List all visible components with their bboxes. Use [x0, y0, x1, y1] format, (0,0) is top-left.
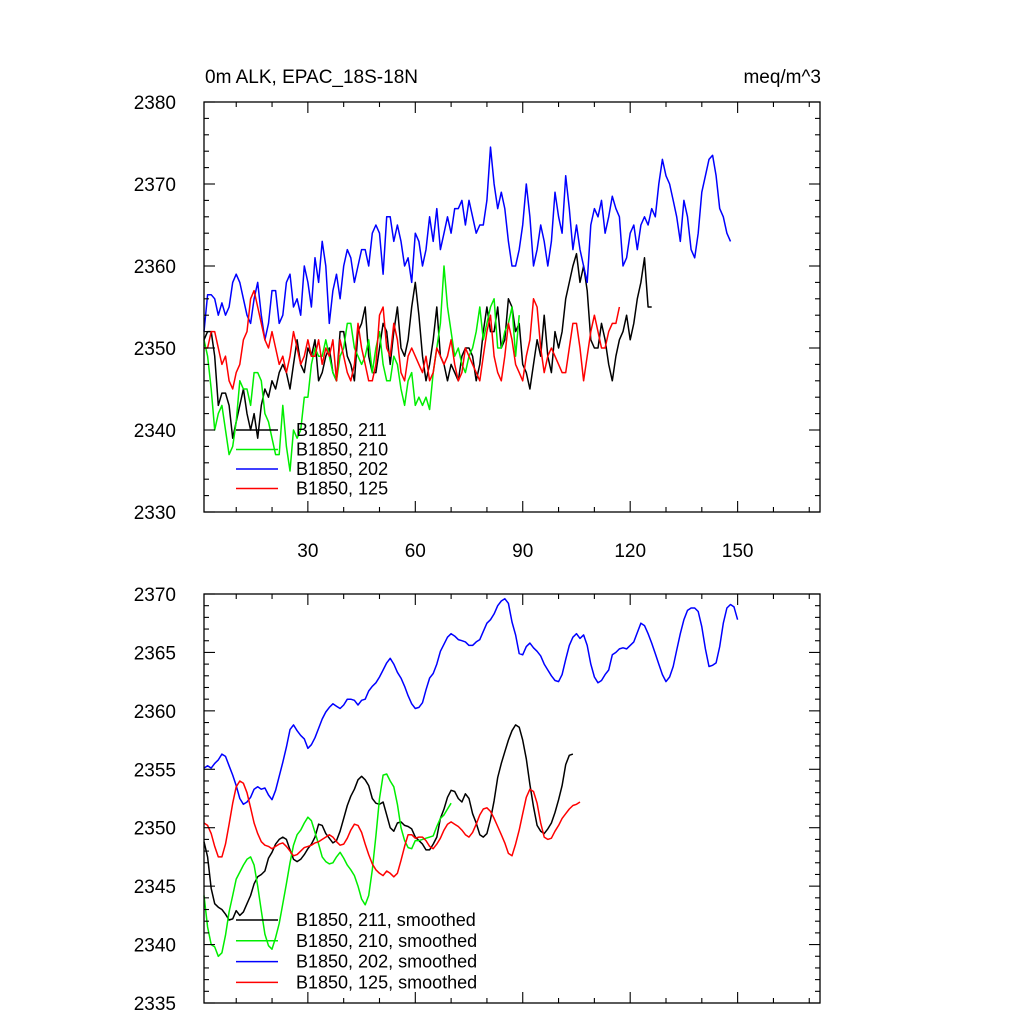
top-series-line-2 [203, 265, 520, 472]
top-chart-title: 0m ALK, EPAC_18S-18N [205, 67, 418, 88]
bottom-ytick-label: 2355 [134, 760, 176, 781]
bottom-ytick-label: 2360 [134, 702, 176, 723]
bottom-series-line-2 [203, 773, 452, 958]
bottom-legend-label-1: B1850, 211, smoothed [296, 910, 476, 930]
bottom-ytick-label: 2335 [134, 994, 176, 1015]
top-tick-labels: 2330 2340 2350 2360 2370 2380 30 60 90 120 150 [134, 93, 754, 562]
top-ytick-label: 2330 [134, 503, 176, 524]
top-units-label: meq/m^3 [743, 67, 821, 88]
bottom-plot-frame [203, 593, 821, 1004]
top-series-line-1 [203, 252, 652, 439]
bottom-legend-label-4: B1850, 125, smoothed [296, 972, 477, 992]
bottom-ytick-label: 2345 [134, 877, 176, 898]
top-xtick-label: 120 [614, 541, 646, 562]
top-series-line-4 [204, 289, 621, 390]
top-plot-frame [203, 101, 821, 513]
top-ytick-label: 2360 [134, 257, 176, 278]
top-series-line-3 [203, 146, 732, 341]
bottom-tick-labels: 2335 2340 2345 2350 2355 2360 2365 2370 [134, 585, 176, 1015]
top-legend-label-4: B1850, 125 [296, 479, 388, 499]
top-legend-label-1: B1850, 211 [296, 420, 387, 440]
top-axis-ticks [204, 101, 820, 513]
top-ytick-label: 2370 [134, 175, 176, 196]
bottom-ytick-label: 2365 [134, 643, 176, 664]
top-xtick-label: 150 [722, 541, 754, 562]
top-ytick-label: 2380 [134, 93, 176, 114]
bottom-ytick-label: 2370 [134, 585, 176, 606]
bottom-series-line-1 [203, 724, 574, 921]
top-legend-label-2: B1850, 210 [296, 440, 388, 460]
bottom-legend-label-3: B1850, 202, smoothed [296, 952, 477, 972]
bottom-ytick-label: 2350 [134, 819, 176, 840]
top-ytick-label: 2350 [134, 339, 176, 360]
top-xtick-label: 90 [512, 541, 533, 562]
bottom-axis-ticks [204, 593, 820, 1004]
top-series-layer [203, 146, 732, 472]
top-legend-label-3: B1850, 202 [296, 459, 388, 479]
top-xtick-label: 30 [297, 541, 318, 562]
bottom-series-layer [203, 597, 739, 958]
bottom-series-line-4 [203, 780, 581, 878]
bottom-ytick-label: 2340 [134, 936, 176, 957]
top-xtick-label: 60 [405, 541, 426, 562]
top-ytick-label: 2340 [134, 421, 176, 442]
bottom-series-line-3 [203, 597, 739, 806]
bottom-legend-label-2: B1850, 210, smoothed [296, 931, 477, 951]
